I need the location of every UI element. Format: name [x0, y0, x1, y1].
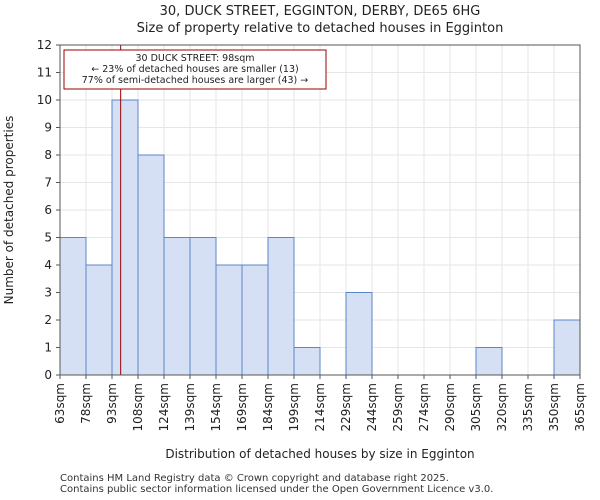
bar — [553, 319, 581, 376]
x-tick-label: 154sqm — [209, 383, 223, 431]
y-tick-label: 4 — [44, 258, 52, 272]
annotation-line-1: 30 DUCK STREET: 98sqm — [135, 53, 254, 64]
x-tick-label: 184sqm — [261, 383, 275, 431]
x-axis: 63sqm 78sqm 93sqm 108sqm 124sqm 139sqm 154sqm 1… — [53, 375, 587, 431]
x-tick-label: 78sqm — [79, 383, 93, 424]
bar — [85, 264, 113, 376]
x-tick-label: 365sqm — [573, 383, 587, 431]
y-tick-label: 2 — [44, 313, 52, 327]
footer-line-2: Contains public sector information licen… — [60, 484, 494, 495]
x-tick-label: 169sqm — [235, 383, 249, 431]
annotation-box: 30 DUCK STREET: 98sqm ← 23% of detached … — [63, 49, 327, 90]
y-tick-label: 12 — [37, 38, 52, 52]
y-tick-label: 1 — [44, 341, 52, 355]
annotation-line-2: ← 23% of detached houses are smaller (13… — [91, 64, 298, 75]
x-tick-label: 199sqm — [287, 383, 301, 431]
x-tick-label: 214sqm — [313, 383, 327, 431]
footer-line-1: Contains HM Land Registry data © Crown c… — [60, 473, 449, 484]
y-tick-label: 11 — [37, 66, 52, 80]
y-tick-label: 6 — [44, 203, 52, 217]
annotation-frame — [63, 49, 327, 90]
chart-subtitle: Size of property relative to detached ho… — [137, 21, 504, 36]
bar — [215, 264, 243, 376]
y-tick-label: 0 — [44, 368, 52, 382]
bar — [137, 154, 165, 376]
y-tick-label: 5 — [44, 231, 52, 245]
bar — [59, 237, 87, 376]
bar — [111, 99, 139, 376]
x-tick-label: 124sqm — [157, 383, 171, 431]
x-tick-label: 108sqm — [131, 383, 145, 431]
x-tick-label: 93sqm — [105, 383, 119, 424]
y-tick-label: 8 — [44, 148, 52, 162]
y-tick-label: 7 — [44, 176, 52, 190]
x-tick-label: 274sqm — [417, 383, 431, 431]
x-axis-label: Distribution of detached houses by size … — [165, 447, 474, 461]
bar — [345, 292, 373, 376]
chart-title: 30, DUCK STREET, EGGINTON, DERBY, DE65 6… — [160, 4, 481, 19]
x-tick-label: 335sqm — [521, 383, 535, 431]
x-tick-label: 63sqm — [53, 383, 67, 424]
x-tick-label: 305sqm — [469, 383, 483, 431]
x-tick-label: 259sqm — [391, 383, 405, 431]
y-tick-label: 10 — [37, 93, 52, 107]
bar — [293, 347, 321, 376]
bars — [59, 99, 581, 376]
bar — [475, 347, 503, 376]
bar — [189, 237, 217, 376]
x-tick-label: 229sqm — [339, 383, 353, 431]
y-tick-label: 9 — [44, 121, 52, 135]
bar — [241, 264, 269, 376]
x-tick-label: 139sqm — [183, 383, 197, 431]
x-tick-label: 290sqm — [443, 383, 457, 431]
x-tick-label: 244sqm — [365, 383, 379, 431]
y-tick-label: 3 — [44, 286, 52, 300]
y-axis-label: Number of detached properties — [2, 116, 16, 305]
x-tick-label: 350sqm — [547, 383, 561, 431]
x-tick-label: 320sqm — [495, 383, 509, 431]
bar — [163, 237, 191, 376]
annotation-line-3: 77% of semi-detached houses are larger (… — [82, 75, 309, 86]
bar — [267, 237, 295, 376]
